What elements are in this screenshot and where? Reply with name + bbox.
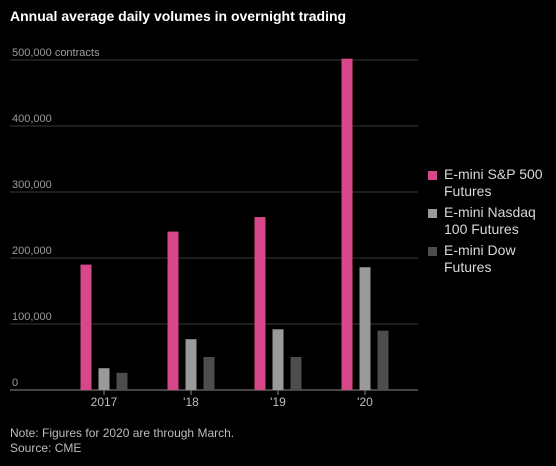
bar xyxy=(341,58,353,391)
legend-swatch-nasdaq100 xyxy=(428,209,437,218)
legend-item-nasdaq100: E-mini Nasdaq 100 Futures xyxy=(428,204,552,238)
bar xyxy=(80,264,92,390)
y-tick-label: 400,000 xyxy=(12,113,52,125)
bar xyxy=(167,231,179,390)
chart-footnote: Note: Figures for 2020 are through March… xyxy=(10,426,234,456)
x-tick-label: '19 xyxy=(270,395,286,409)
legend-label-sp500: E-mini S&P 500 Futures xyxy=(444,166,543,199)
bar xyxy=(272,329,284,390)
legend-label-dow: E-mini Dow Futures xyxy=(444,242,516,275)
bar xyxy=(290,357,302,390)
y-tick-label: 300,000 xyxy=(12,179,52,191)
chart-title: Annual average daily volumes in overnigh… xyxy=(10,8,347,24)
x-tick-label: '18 xyxy=(183,395,199,409)
bar xyxy=(98,368,110,390)
y-tick-label: 500,000 contracts xyxy=(12,47,100,59)
legend-item-sp500: E-mini S&P 500 Futures xyxy=(428,166,552,200)
legend-swatch-dow xyxy=(428,247,437,256)
x-tick-label: 2017 xyxy=(91,395,118,409)
bar xyxy=(185,339,197,390)
legend-label-nasdaq100: E-mini Nasdaq 100 Futures xyxy=(444,204,536,237)
legend-swatch-sp500 xyxy=(428,171,437,180)
bar xyxy=(359,267,371,390)
footnote-source: Source: CME xyxy=(10,441,82,455)
x-tick-label: '20 xyxy=(357,395,373,409)
bar xyxy=(116,372,128,390)
bar xyxy=(254,217,266,390)
bar xyxy=(203,357,215,390)
footnote-note: Note: Figures for 2020 are through March… xyxy=(10,426,235,440)
y-tick-label: 100,000 xyxy=(12,311,52,323)
y-tick-label: 0 xyxy=(12,377,18,389)
chart-legend: E-mini S&P 500 Futures E-mini Nasdaq 100… xyxy=(428,166,552,280)
bar xyxy=(377,330,389,390)
y-tick-label: 200,000 xyxy=(12,245,52,257)
legend-item-dow: E-mini Dow Futures xyxy=(428,242,552,276)
